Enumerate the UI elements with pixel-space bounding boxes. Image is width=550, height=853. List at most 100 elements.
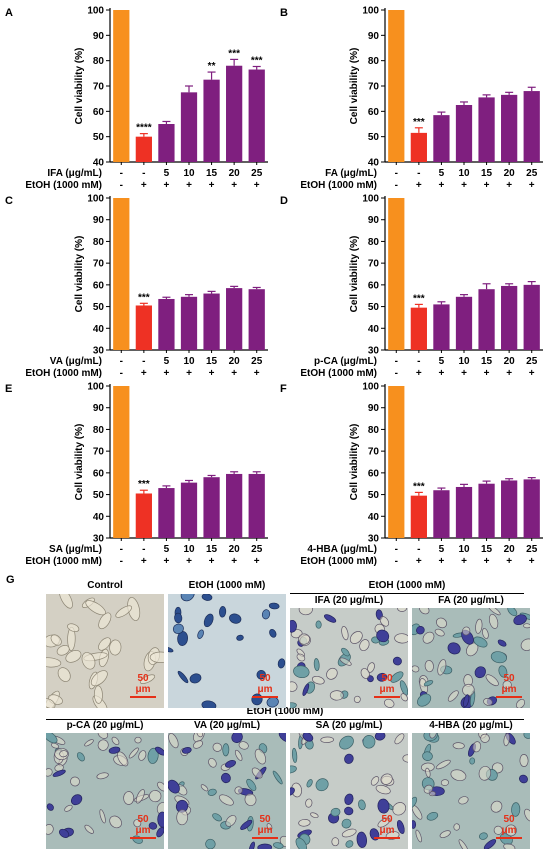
ethanol-row-cell: - (395, 368, 398, 379)
micrograph-ethanol: 50 μm (168, 594, 286, 708)
y-tick-label: 40 (93, 158, 105, 169)
ethanol-row-cell: + (416, 180, 422, 191)
cell-shape (396, 819, 405, 835)
cell-shape (57, 667, 71, 682)
cell-shape (149, 790, 162, 803)
micrograph-label-ethanol: EtOH (1000 mM) (188, 580, 266, 591)
y-tick-label: 70 (93, 82, 105, 93)
ethanol-row-label: EtOH (1000 mM) (25, 556, 102, 567)
micrograph-va: 50 μm (168, 733, 286, 849)
cell-shape (111, 736, 120, 746)
cell-shape (234, 786, 243, 795)
ethanol-row-cell: + (439, 180, 445, 191)
cell-shape (246, 778, 257, 791)
ethanol-row-cell: + (186, 180, 192, 191)
cell-shape (474, 666, 486, 679)
cell-shape (192, 740, 204, 749)
cell-shape (313, 658, 320, 672)
cell-shape (344, 806, 354, 816)
scale-bar: 50 μm (496, 673, 522, 698)
cell-shape (310, 812, 319, 819)
cell-shape (478, 765, 492, 781)
treatment-row-cell: 5 (439, 168, 445, 179)
cell-shape (305, 798, 313, 808)
cell-shape (424, 660, 434, 673)
cell-shape (450, 769, 467, 782)
y-tick-label: 70 (368, 447, 380, 458)
bar (388, 10, 405, 162)
treatment-row-cell: 10 (183, 168, 195, 179)
ethanol-row-cell: + (164, 180, 170, 191)
treatment-row-cell: 15 (481, 356, 493, 367)
cell-shape (268, 602, 280, 610)
cell-shape (201, 594, 213, 601)
cell-shape (377, 798, 390, 814)
cell-shape (52, 769, 66, 777)
y-tick-label: 50 (368, 132, 380, 143)
cell-shape (231, 733, 243, 743)
y-tick-label: 80 (368, 56, 380, 67)
ethanol-row-label: EtOH (1000 mM) (25, 368, 102, 379)
y-tick-label: 60 (93, 107, 105, 118)
cell-shape (70, 794, 83, 806)
bar (158, 488, 175, 538)
y-tick-label: 100 (362, 382, 379, 393)
bar (455, 486, 473, 538)
y-tick-label: 100 (87, 6, 104, 17)
cell-shape (222, 743, 230, 757)
cell-shape (447, 690, 459, 702)
cell-shape (472, 741, 482, 753)
cell-shape (349, 631, 363, 644)
ethanol-row-cell: + (416, 368, 422, 379)
treatment-row-label: IFA (μg/mL) (47, 168, 102, 179)
cell-shape (97, 733, 109, 739)
cell-shape (341, 647, 350, 657)
cell-shape (257, 843, 273, 849)
y-tick-label: 50 (93, 132, 105, 143)
cell-shape (208, 757, 217, 768)
y-tick-label: 90 (93, 215, 105, 226)
treatment-row-label: SA (μg/mL) (49, 544, 102, 555)
cell-shape (390, 671, 404, 683)
cell-shape (203, 613, 214, 628)
cell-shape (109, 815, 122, 829)
significance-label: *** (251, 55, 263, 66)
cell-shape (220, 772, 231, 784)
cell-shape (434, 628, 445, 637)
bar (203, 79, 220, 162)
cell-shape (290, 681, 298, 692)
treatment-row-cell: - (142, 356, 145, 367)
cell-shape (375, 784, 391, 795)
cell-shape (50, 634, 62, 646)
cell-shape (97, 739, 109, 751)
treatment-row-cell: - (120, 356, 123, 367)
cell-shape (234, 749, 243, 761)
ethanol-row-cell: + (484, 180, 490, 191)
y-tick-label: 40 (368, 158, 380, 169)
cell-shape (93, 685, 103, 704)
cell-shape (469, 757, 476, 765)
ethanol-row-cell: + (484, 556, 490, 567)
micrograph-label-fa: FA (20 μg/mL) (438, 595, 504, 606)
cell-shape (341, 625, 349, 641)
cell-shape (423, 784, 433, 794)
y-tick-label: 50 (93, 302, 105, 313)
cell-shape (463, 694, 470, 708)
cell-shape (482, 628, 489, 639)
cell-shape (379, 616, 390, 627)
cell-shape (397, 608, 408, 612)
bar (410, 132, 427, 162)
cell-shape (46, 657, 62, 668)
ethanol-row-cell: - (120, 180, 123, 191)
cell-shape (458, 839, 469, 849)
treatment-row-label: p-CA (μg/mL) (314, 356, 377, 367)
cell-shape (291, 747, 298, 763)
treatment-row-cell: 15 (206, 168, 218, 179)
treatment-row-cell: 25 (251, 168, 263, 179)
chart-b: B Cell viability (%) 40 50 60 70 80 90 100 *** FA … (280, 6, 543, 191)
cell-shape (324, 614, 337, 623)
micrograph-control: 50 μm (46, 594, 164, 708)
ethanol-row-cell: + (484, 368, 490, 379)
y-axis-label: Cell viability (%) (74, 48, 85, 125)
